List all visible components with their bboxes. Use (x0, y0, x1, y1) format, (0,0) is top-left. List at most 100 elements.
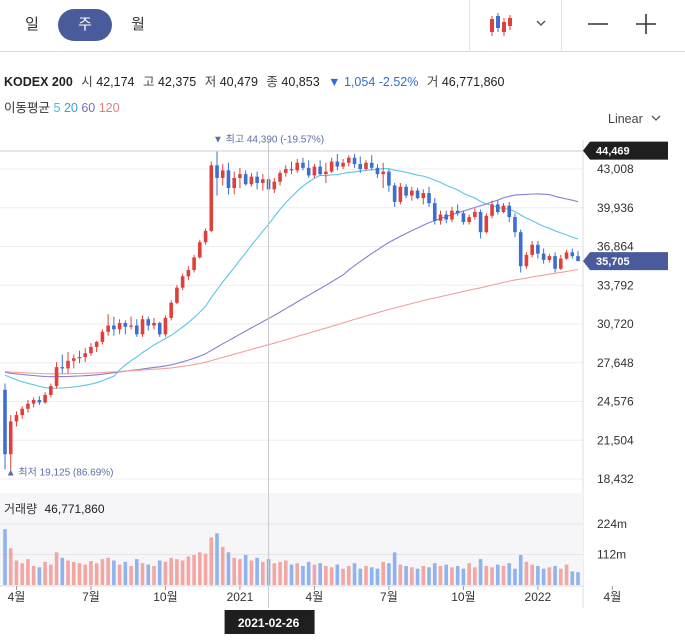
volume-bar (455, 565, 460, 585)
volume-bar (415, 568, 420, 585)
open-value: 42,174 (96, 75, 135, 89)
volume-bar (26, 559, 30, 585)
time-tick-label: 10월 (451, 590, 475, 604)
volume-bar (501, 565, 506, 585)
candle-body (478, 211, 483, 233)
candle-body (215, 165, 219, 178)
candle-body (3, 389, 7, 455)
candle (455, 204, 460, 216)
candle (238, 167, 242, 189)
volume-bar (94, 563, 99, 585)
volume-bar (232, 557, 236, 585)
candle (94, 340, 99, 353)
candle-body (169, 302, 173, 318)
current-price-label: 35,705 (596, 256, 630, 268)
candle (77, 350, 82, 364)
candle-body (530, 244, 534, 255)
time-tick-label: 7월 (82, 590, 100, 604)
zoom-in-button[interactable] (626, 8, 666, 42)
volume-bar (513, 568, 517, 585)
candle (37, 396, 42, 405)
candle-body (261, 179, 265, 183)
candle (358, 156, 363, 173)
time-tick-label: 10월 (153, 590, 177, 604)
volume-bar (392, 552, 397, 585)
price-tick-label: 30,720 (597, 317, 634, 331)
volume-bar (289, 564, 294, 585)
candle (192, 254, 196, 273)
volume-bar (272, 563, 277, 585)
volume-bar (14, 560, 19, 585)
candle-body (524, 254, 529, 267)
candle (415, 188, 420, 200)
volume-bar (43, 561, 47, 585)
candle (220, 164, 225, 186)
time-tick-label: 4월 (306, 590, 324, 604)
candle (329, 157, 334, 173)
candle (564, 249, 569, 260)
candle (100, 329, 105, 345)
candle-body (564, 252, 569, 259)
crosshair-date-label: 2021-02-26 (238, 616, 300, 630)
candle-body (20, 408, 24, 416)
zoom-out-button[interactable] (578, 8, 618, 42)
candle-body (392, 185, 397, 202)
candlestick-icon (490, 13, 512, 36)
volume-bar (295, 563, 300, 585)
volume-bar (559, 568, 563, 585)
volume-bar (335, 564, 340, 585)
volume-bar (369, 567, 374, 585)
candle (438, 210, 443, 225)
candle-body (318, 166, 322, 175)
time-tick-label: 4월 (8, 590, 26, 604)
candle-body (421, 193, 426, 199)
candle (553, 252, 557, 273)
candle-body (14, 415, 19, 422)
candle-body (278, 172, 282, 182)
candle (272, 177, 277, 194)
scale-mode-select[interactable]: Linear (608, 112, 662, 126)
volume-bar (261, 561, 265, 585)
candle-body (553, 256, 557, 269)
candle-body (152, 322, 156, 326)
candle (352, 153, 357, 168)
price-axis: 43,008 39,936 36,864 33,792 30,720 27,648 24,5… (597, 162, 634, 486)
divider (561, 0, 562, 52)
volume-bar (238, 559, 242, 585)
candle-body (387, 171, 391, 186)
volume-panel-label: 거래량 (4, 502, 37, 516)
tab-day[interactable]: 일 (25, 16, 39, 33)
volume-bar (398, 564, 403, 585)
candle-body (163, 317, 168, 335)
chart-type-button[interactable] (478, 10, 558, 40)
price-tick-label: 21,504 (597, 433, 634, 447)
candle (432, 198, 437, 225)
candle-body (26, 403, 30, 409)
volume-bar (387, 563, 391, 585)
price-grid (0, 140, 584, 608)
tab-month[interactable]: 월 (131, 16, 145, 33)
volume-bar (83, 564, 88, 585)
tab-week[interactable]: 주 (58, 9, 112, 41)
candle-body (404, 186, 408, 196)
volume-bar (54, 552, 59, 585)
time-axis: 4월 7월 10월 2021 4월 7월 10월 2022 4월 (8, 586, 621, 604)
candle (524, 252, 529, 269)
price-tick-label: 18,432 (597, 472, 634, 486)
candle (261, 174, 265, 191)
volume-bar (306, 561, 311, 585)
quote-summary: KODEX 200 시 42,174 고 42,375 저 40,479 종 4… (4, 71, 509, 90)
volume-grid (0, 523, 583, 587)
candle-body (243, 174, 248, 185)
candle-body (100, 331, 105, 342)
volume-bar (112, 560, 116, 585)
volume-bar (100, 559, 105, 585)
candle-body (117, 322, 122, 330)
candle (295, 159, 300, 173)
candle-body (427, 193, 431, 204)
candle (570, 248, 575, 259)
high-price-label: 44,469 (596, 146, 630, 158)
volume-title: 거래량 46,771,860 (4, 502, 105, 516)
